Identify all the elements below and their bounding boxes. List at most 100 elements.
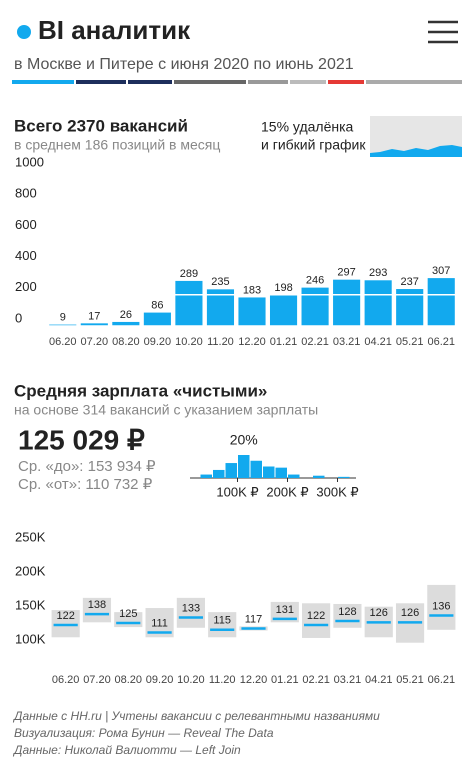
x-tick-label: 03.21 [333,336,361,348]
range-box [51,610,80,638]
x-tick-label: 10.20 [175,336,203,348]
value-label: 128 [338,606,356,618]
bar [427,278,455,326]
annotation: Ср. «от»: 110 732 ₽ [18,476,153,493]
value-label: 289 [180,268,198,280]
bar [238,297,266,326]
strip-segment [76,80,126,84]
x-tick-label: 06.21 [428,674,456,686]
y-tick-label: 250K [15,529,46,544]
x-tick-label: 02.21 [301,336,329,348]
bar [112,321,140,326]
annotation: 15% удалёнка [261,119,354,135]
x-tick-label: 09.20 [146,674,174,686]
menu-button[interactable] [424,16,462,48]
x-tick-label: 06.21 [427,336,455,348]
y-tick-label: 150K [15,597,46,612]
value-label: 198 [274,282,292,294]
value-label: 122 [307,610,325,622]
x-tick-label: 09.20 [144,336,172,348]
value-label: 293 [369,267,387,279]
section-title: Всего 2370 вакансий [14,116,188,135]
range-box [176,597,205,628]
value-label: 20% [230,432,258,448]
hist-bar [263,466,275,478]
x-tick-label: 08.20 [115,674,143,686]
footer-line: Данные: Николай Валиотти — Left Join [12,743,241,757]
x-tick-label: 08.20 [112,336,140,348]
value-label: 297 [337,267,355,279]
y-tick-label: 0 [15,310,22,325]
value-label: 183 [243,284,261,296]
range-box [427,584,456,630]
page-title: BI аналитик [38,15,191,45]
hist-bar [313,475,325,478]
hist-bar [225,463,237,478]
x-tick-label: 03.21 [334,674,362,686]
value-label: 235 [211,276,229,288]
x-tick-label: 07.20 [83,674,111,686]
footer-line: Данные с HH.ru | Учтены вакансии с релев… [12,709,380,723]
value-label: 126 [370,607,388,619]
hist-bar [338,476,350,478]
x-tick-label: 05.21 [396,674,424,686]
sparkline-area [370,145,462,157]
x-tick-label: 11.20 [207,336,234,348]
x-tick-label: 05.21 [396,336,424,348]
value-label: 126 [401,607,419,619]
x-tick-label: 300K ₽ [316,484,358,499]
x-tick-label: 01.21 [270,336,298,348]
value-label: 115 [213,615,231,627]
bar [143,312,171,326]
y-tick-label: 600 [15,217,37,232]
x-tick-label: 200K ₽ [266,484,308,499]
x-tick-label: 11.20 [209,674,236,686]
hist-bar [200,474,212,478]
value-label: 9 [60,312,66,324]
x-tick-label: 10.20 [177,674,205,686]
value-label: 133 [182,602,200,614]
value-label: 246 [306,275,324,287]
y-tick-label: 400 [15,248,37,263]
x-tick-label: 12.20 [240,674,268,686]
section-title: Средняя зарплата «чистыми» [14,381,267,400]
x-tick-label: 12.20 [238,336,266,348]
value-label: 117 [245,613,263,625]
x-tick-label: 01.21 [271,674,299,686]
y-tick-label: 100K [15,631,46,646]
x-tick-label: 04.21 [365,674,393,686]
bar [80,323,108,326]
hist-bar [250,460,262,478]
section-subtitle: в среднем 186 позиций в месяц [14,137,220,153]
remote-sparkline [370,116,462,157]
annotation: и гибкий график [261,137,366,153]
value-label: 17 [88,310,100,322]
strip-segment [328,80,364,84]
x-tick-label: 100K ₽ [216,484,258,499]
page-subtitle: в Москве и Питере с июня 2020 по июнь 20… [14,56,354,73]
value-label: 136 [432,600,450,612]
bar [175,280,203,326]
x-tick-label: 04.21 [364,336,392,348]
hist-bar [238,455,250,478]
value-label: 138 [88,599,106,611]
bar [301,287,329,326]
y-tick-label: 1000 [15,154,44,169]
strip-segment [174,80,246,84]
section-subtitle: на основе 314 вакансий с указанием зарпл… [14,402,318,418]
x-tick-label: 06.20 [52,674,80,686]
value-label: 307 [432,265,450,277]
x-tick-label: 07.20 [81,336,109,348]
range-box [208,612,237,638]
hist-bar [288,474,300,478]
color-strip [12,80,462,84]
y-tick-label: 800 [15,186,37,201]
hist-bar [213,469,225,478]
value-label: 26 [120,309,132,321]
y-tick-label: 200K [15,563,46,578]
big-number: 125 029 ₽ [18,424,145,455]
bar [333,279,361,326]
range-box [302,603,331,638]
logo-dot [17,25,31,39]
